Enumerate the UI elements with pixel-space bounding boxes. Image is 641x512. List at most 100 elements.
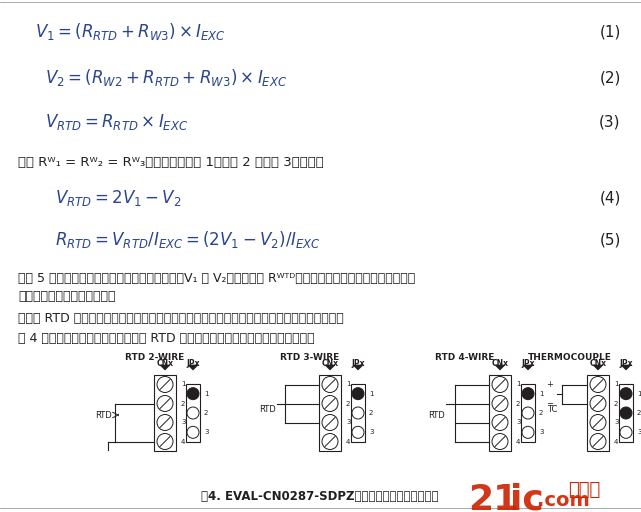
Text: (5): (5) [599,232,620,247]
Text: +: + [546,380,553,389]
Bar [587,375,609,451]
Text: JPx: JPx [351,358,365,368]
Text: CNx: CNx [322,358,338,368]
Circle shape [187,388,199,400]
Circle shape [322,434,338,450]
Bar [186,384,200,442]
Text: (4): (4) [599,190,620,205]
Text: 1: 1 [637,391,641,397]
Circle shape [352,407,364,419]
Text: RTD: RTD [428,411,445,419]
Polygon shape [495,365,505,370]
Polygon shape [325,365,335,370]
Text: CNx: CNx [156,358,174,368]
Text: 2: 2 [637,410,641,416]
Circle shape [492,376,508,393]
Circle shape [590,395,606,412]
Text: CNx: CNx [590,358,606,368]
Text: 4: 4 [181,438,185,444]
Text: (3): (3) [599,115,620,130]
Text: 4: 4 [346,438,351,444]
Text: ic: ic [510,483,544,512]
Circle shape [322,376,338,393]
Bar [154,375,176,451]
Circle shape [157,395,173,412]
Circle shape [590,434,606,450]
Text: 1: 1 [346,381,351,388]
Polygon shape [523,365,533,370]
Text: 2: 2 [516,400,520,407]
Text: 3: 3 [369,430,374,435]
Circle shape [157,434,173,450]
Text: 3: 3 [614,419,619,425]
Text: RTD 3-WIRE: RTD 3-WIRE [280,353,340,362]
Circle shape [322,395,338,412]
Text: 2: 2 [346,400,351,407]
Text: −: − [546,399,553,408]
Text: 1: 1 [204,391,208,397]
Text: 图 4 总结了双线式、三线式和四线式 RTD 和热电偶应用的连接器配置和跳线位置。: 图 4 总结了双线式、三线式和四线式 RTD 和热电偶应用的连接器配置和跳线位置… [18,331,315,345]
Polygon shape [160,365,170,370]
Circle shape [352,388,364,400]
Text: 2: 2 [181,400,185,407]
Text: 1: 1 [369,391,374,397]
Text: 2: 2 [539,410,544,416]
Text: $V_{RTD}=R_{RTD}\times I_{EXC}$: $V_{RTD}=R_{RTD}\times I_{EXC}$ [45,112,188,132]
Text: CNx: CNx [492,358,508,368]
Text: 4: 4 [516,438,520,444]
Text: 等式 5 表示三线式配置需要分别进行两次测量（V₁ 和 V₂）才能计算 Rᵂᵀᴰ，因此输出数据速率有所下降。在很: 等式 5 表示三线式配置需要分别进行两次测量（V₁ 和 V₂）才能计算 Rᵂᵀᴰ… [18,271,415,285]
Circle shape [522,407,534,419]
Text: 2: 2 [614,400,619,407]
Text: 1: 1 [614,381,619,388]
Text: THERMOCOUPLE: THERMOCOUPLE [528,353,612,362]
Bar [521,384,535,442]
Circle shape [522,388,534,400]
Text: 1: 1 [539,391,544,397]
Polygon shape [621,365,631,370]
Circle shape [620,407,632,419]
Text: 1: 1 [181,381,185,388]
Polygon shape [593,365,603,370]
Text: $R_{RTD}=V_{RTD}/I_{EXC}=(2V_1-V_2)/I_{EXC}$: $R_{RTD}=V_{RTD}/I_{EXC}=(2V_1-V_2)/I_{E… [55,229,321,250]
Text: 电子网: 电子网 [568,481,600,499]
Text: 1: 1 [516,381,520,388]
Text: 2: 2 [369,410,373,416]
Bar [319,375,341,451]
Circle shape [187,407,199,419]
Text: (2): (2) [599,71,620,86]
Text: $V_1=(R_{RTD}+R_{W3})\times I_{EXC}$: $V_1=(R_{RTD}+R_{W3})\times I_{EXC}$ [35,22,226,42]
Text: 21: 21 [468,483,519,512]
Text: JPx: JPx [521,358,535,368]
Circle shape [620,426,632,438]
Text: 多应用中，这并不是个问题。: 多应用中，这并不是个问题。 [18,289,115,303]
Text: (1): (1) [599,25,620,39]
Circle shape [157,415,173,431]
Text: 2: 2 [204,410,208,416]
Circle shape [492,395,508,412]
Circle shape [352,426,364,438]
Text: 3: 3 [181,419,185,425]
Bar [619,384,633,442]
Text: RTD 2-WIRE: RTD 2-WIRE [126,353,185,362]
Text: RTD 4-WIRE: RTD 4-WIRE [435,353,495,362]
Text: TC: TC [547,406,557,415]
Text: $V_{RTD}=2V_1-V_2$: $V_{RTD}=2V_1-V_2$ [55,188,181,208]
Circle shape [522,426,534,438]
Text: 3: 3 [637,430,641,435]
Circle shape [322,415,338,431]
Circle shape [492,415,508,431]
Text: 3: 3 [204,430,208,435]
Text: 图4. EVAL-CN0287-SDPZ板的连接器配置和跳线位置: 图4. EVAL-CN0287-SDPZ板的连接器配置和跳线位置 [201,489,438,502]
Circle shape [492,434,508,450]
Text: JPx: JPx [187,358,200,368]
Text: $V_2=(R_{W2}+R_{RTD}+R_{W3})\times I_{EXC}$: $V_2=(R_{W2}+R_{RTD}+R_{W3})\times I_{EX… [45,68,287,89]
Text: RTD: RTD [96,411,112,419]
Polygon shape [353,365,363,370]
Circle shape [187,426,199,438]
Text: JPx: JPx [619,358,633,368]
Bar [489,375,511,451]
Text: 假定 Rᵂ₁ = Rᵂ₂ = Rᵂ₃，然后结合等式 1、等式 2 和等式 3，可得：: 假定 Rᵂ₁ = Rᵂ₂ = Rᵂ₃，然后结合等式 1、等式 2 和等式 3，可… [18,156,324,168]
Text: 四线式 RTD 连接要求具有两个额外的检测线路，但对导线电阻不敏感，且仅需进行一次测量。: 四线式 RTD 连接要求具有两个额外的检测线路，但对导线电阻不敏感，且仅需进行一… [18,311,344,325]
Bar [351,384,365,442]
Text: 4: 4 [614,438,619,444]
